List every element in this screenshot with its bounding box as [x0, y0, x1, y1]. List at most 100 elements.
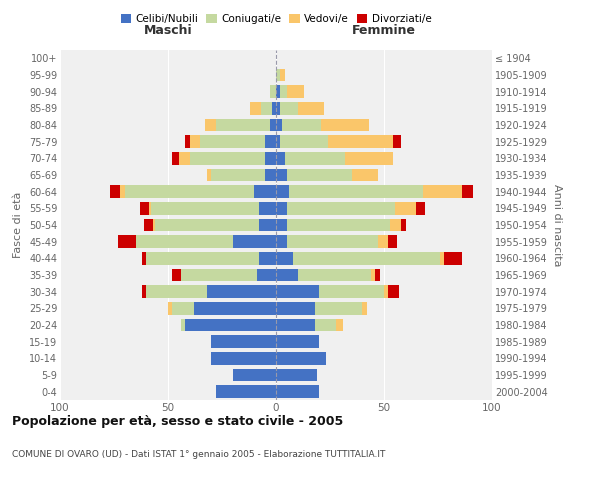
Bar — [211, 352, 276, 364]
Bar — [283, 119, 322, 132]
Bar — [149, 202, 151, 214]
Bar — [328, 136, 392, 148]
Bar — [261, 102, 272, 115]
Bar — [276, 136, 280, 148]
Bar — [276, 319, 315, 331]
Bar — [259, 202, 276, 214]
Bar — [276, 219, 287, 231]
Bar — [140, 202, 149, 214]
Bar — [215, 386, 276, 398]
Bar — [276, 286, 319, 298]
Bar — [388, 236, 397, 248]
Bar — [181, 319, 185, 331]
Bar — [280, 86, 287, 98]
Bar — [233, 236, 276, 248]
Bar — [168, 302, 172, 314]
Bar — [151, 202, 259, 214]
Bar — [315, 319, 337, 331]
Bar — [416, 202, 425, 214]
Bar — [276, 336, 319, 348]
Bar — [211, 169, 265, 181]
Bar — [146, 252, 259, 264]
Bar — [172, 152, 179, 164]
Bar — [276, 352, 326, 364]
Text: Femmine: Femmine — [352, 24, 416, 36]
Bar — [284, 152, 345, 164]
Bar — [289, 186, 423, 198]
Bar — [250, 102, 261, 115]
Bar — [376, 269, 380, 281]
Bar — [371, 269, 376, 281]
Bar — [110, 186, 121, 198]
Bar — [287, 169, 352, 181]
Bar — [254, 186, 276, 198]
Bar — [298, 269, 371, 281]
Bar — [144, 219, 153, 231]
Bar — [121, 186, 125, 198]
Bar — [185, 136, 190, 148]
Bar — [211, 336, 276, 348]
Bar — [142, 286, 146, 298]
Bar — [276, 169, 287, 181]
Bar — [280, 69, 284, 82]
Bar — [207, 169, 211, 181]
Bar — [259, 252, 276, 264]
Bar — [272, 102, 276, 115]
Bar — [377, 236, 388, 248]
Bar — [276, 302, 315, 314]
Bar — [233, 369, 276, 381]
Bar — [136, 236, 233, 248]
Bar — [395, 202, 416, 214]
Bar — [287, 86, 304, 98]
Bar — [276, 252, 293, 264]
Bar — [125, 186, 254, 198]
Bar — [462, 186, 473, 198]
Bar — [265, 169, 276, 181]
Bar — [423, 186, 462, 198]
Bar — [153, 219, 155, 231]
Bar — [118, 236, 136, 248]
Bar — [287, 236, 377, 248]
Text: Maschi: Maschi — [143, 24, 193, 36]
Bar — [391, 219, 401, 231]
Bar — [287, 219, 391, 231]
Bar — [287, 202, 395, 214]
Bar — [172, 302, 194, 314]
Bar — [392, 136, 401, 148]
Bar — [200, 136, 265, 148]
Bar — [181, 269, 257, 281]
Bar — [265, 136, 276, 148]
Bar — [276, 86, 280, 98]
Bar — [276, 119, 283, 132]
Bar — [280, 102, 298, 115]
Bar — [362, 302, 367, 314]
Bar — [319, 286, 384, 298]
Bar — [276, 202, 287, 214]
Bar — [293, 252, 440, 264]
Y-axis label: Anni di nascita: Anni di nascita — [551, 184, 562, 266]
Bar — [205, 119, 215, 132]
Bar — [345, 152, 392, 164]
Bar — [384, 286, 388, 298]
Text: Popolazione per età, sesso e stato civile - 2005: Popolazione per età, sesso e stato civil… — [12, 415, 343, 428]
Bar — [280, 136, 328, 148]
Bar — [276, 386, 319, 398]
Bar — [190, 152, 265, 164]
Bar — [401, 219, 406, 231]
Bar — [179, 152, 190, 164]
Bar — [269, 86, 276, 98]
Legend: Celibi/Nubili, Coniugati/e, Vedovi/e, Divorziati/e: Celibi/Nubili, Coniugati/e, Vedovi/e, Di… — [116, 10, 436, 29]
Bar — [194, 302, 276, 314]
Text: COMUNE DI OVARO (UD) - Dati ISTAT 1° gennaio 2005 - Elaborazione TUTTITALIA.IT: COMUNE DI OVARO (UD) - Dati ISTAT 1° gen… — [12, 450, 385, 459]
Bar — [276, 186, 289, 198]
Bar — [155, 219, 259, 231]
Bar — [352, 169, 377, 181]
Bar — [276, 369, 317, 381]
Bar — [276, 152, 284, 164]
Bar — [142, 252, 146, 264]
Bar — [257, 269, 276, 281]
Bar — [298, 102, 323, 115]
Bar — [388, 286, 399, 298]
Bar — [185, 319, 276, 331]
Bar — [440, 252, 445, 264]
